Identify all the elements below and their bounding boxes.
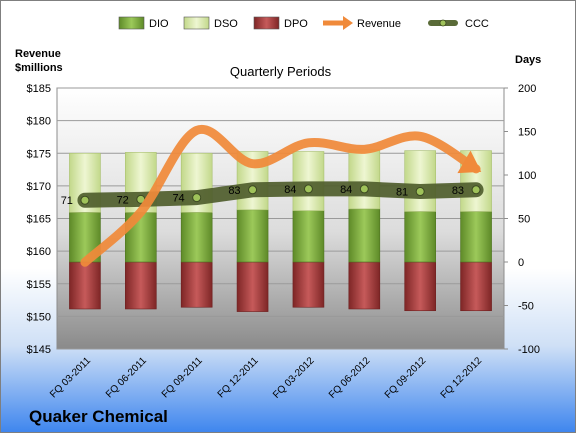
left-tick-label: $170	[27, 181, 51, 193]
x-tick-label: FQ 03-2012	[271, 355, 317, 401]
right-tick-label: 0	[518, 257, 524, 269]
right-tick-label: 50	[518, 214, 530, 226]
revenue-line	[80, 124, 481, 267]
chart-title: Quarterly Periods	[230, 64, 332, 79]
ccc-point	[192, 193, 202, 203]
left-tick-label: $180	[27, 116, 51, 128]
ccc-point	[248, 185, 258, 195]
revenue-arrowhead	[457, 150, 482, 174]
x-tick-label: FQ 12-2012	[439, 355, 485, 401]
bar-dso	[404, 150, 436, 212]
left-tick-label: $185	[27, 83, 51, 95]
ccc-data-label: 83	[452, 185, 464, 197]
bar-dpo	[404, 261, 436, 312]
bar-dpo	[125, 261, 157, 310]
legend-swatch-dso	[183, 16, 210, 30]
ccc-point	[359, 184, 369, 194]
right-axis-title: Days	[515, 54, 541, 66]
bar-dpo	[348, 261, 381, 310]
bar-dpo	[236, 261, 269, 312]
ccc-data-label: 84	[284, 184, 296, 196]
ccc-point	[471, 185, 481, 195]
right-tick-label: -50	[518, 301, 534, 313]
bar-dio	[180, 212, 213, 263]
ccc-data-label: 81	[396, 187, 408, 199]
legend-label: Revenue	[357, 18, 401, 30]
ccc-data-label: 84	[340, 184, 352, 196]
ccc-point	[80, 195, 90, 205]
bar-dio	[292, 210, 325, 263]
x-tick-label: FQ 03-2011	[48, 355, 93, 400]
legend-swatch-dio	[118, 16, 145, 30]
left-tick-label: $155	[27, 279, 51, 291]
x-tick-label: FQ 06-2012	[327, 355, 373, 401]
legend-swatch-ccc-point	[439, 19, 447, 27]
legend-label: DPO	[284, 18, 308, 30]
bar-dio	[404, 211, 436, 263]
left-axis-title: Revenue	[15, 48, 61, 60]
right-tick-label: 200	[518, 83, 536, 95]
legend-label: CCC	[465, 18, 489, 30]
company-name: Quaker Chemical	[29, 407, 168, 426]
legend-swatch-dpo	[253, 16, 280, 30]
legend-label: DSO	[214, 18, 238, 30]
ccc-data-label: 71	[61, 195, 73, 207]
bar-dpo	[460, 261, 492, 312]
x-tick-label: FQ 09-2011	[160, 355, 205, 400]
bar-dso	[292, 151, 325, 211]
left-tick-label: $165	[27, 214, 51, 226]
left-tick-label: $150	[27, 311, 51, 323]
bar-dso	[348, 149, 381, 210]
bar-dio	[460, 211, 492, 263]
x-tick-label: FQ 09-2012	[383, 355, 429, 401]
left-tick-label: $175	[27, 148, 51, 160]
bar-dio	[348, 208, 381, 263]
ccc-point	[415, 187, 425, 197]
ccc-data-label: 74	[172, 193, 184, 205]
left-axis-title-unit: $millions	[15, 62, 63, 74]
x-tick-label: FQ 06-2011	[104, 355, 149, 400]
x-tick-label: FQ 12-2011	[216, 355, 261, 400]
right-tick-label: 100	[518, 170, 536, 182]
ccc-data-label: 72	[117, 194, 129, 206]
right-tick-label: 150	[518, 127, 536, 139]
left-tick-label: $145	[27, 344, 51, 356]
bar-dpo	[292, 261, 325, 308]
ccc-point	[303, 184, 313, 194]
bar-dio	[236, 209, 269, 263]
right-tick-label: -100	[518, 344, 540, 356]
ccc-data-label: 83	[228, 185, 240, 197]
legend-label: DIO	[149, 18, 169, 30]
legend-swatch-revenue-arrow	[343, 16, 353, 30]
bar-dpo	[69, 261, 101, 310]
left-tick-label: $160	[27, 246, 51, 258]
bar-dpo	[180, 261, 213, 308]
